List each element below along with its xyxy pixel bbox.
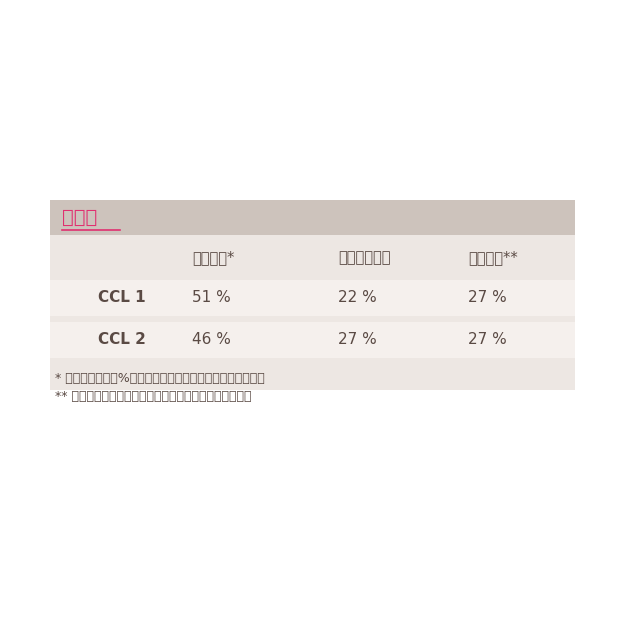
Bar [50, 235, 575, 390]
Bar [50, 322, 575, 358]
Text: 27 %: 27 % [468, 332, 507, 347]
Bar [50, 200, 575, 235]
Text: 27 %: 27 % [468, 290, 507, 306]
Text: CCL 1: CCL 1 [98, 290, 145, 306]
Text: 原材料: 原材料 [62, 208, 97, 227]
Text: * ナイロンの６０%はリサイクル原材料を使用しています。: * ナイロンの６０%はリサイクル原材料を使用しています。 [55, 371, 265, 384]
Text: コットン**: コットン** [468, 251, 517, 266]
Text: 46 %: 46 % [192, 332, 231, 347]
Bar [50, 280, 575, 316]
Text: CCL 2: CCL 2 [98, 332, 146, 347]
Text: ** コットンはオーガニックコットンを使用しています。: ** コットンはオーガニックコットンを使用しています。 [55, 391, 251, 404]
Text: 22 %: 22 % [338, 290, 377, 306]
Text: 27 %: 27 % [338, 332, 377, 347]
Text: ナイロン*: ナイロン* [192, 251, 235, 266]
Text: 51 %: 51 % [192, 290, 231, 306]
Text: ポリウレタン: ポリウレタン [338, 251, 391, 266]
